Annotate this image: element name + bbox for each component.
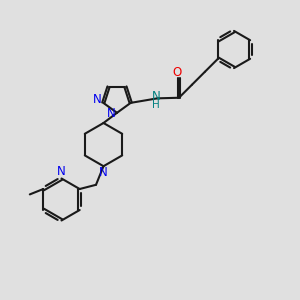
- Text: N: N: [93, 93, 102, 106]
- Text: O: O: [172, 66, 181, 79]
- Text: N: N: [152, 90, 160, 103]
- Text: N: N: [99, 166, 108, 179]
- Text: N: N: [57, 165, 66, 178]
- Text: H: H: [152, 100, 160, 110]
- Text: N: N: [107, 107, 116, 120]
